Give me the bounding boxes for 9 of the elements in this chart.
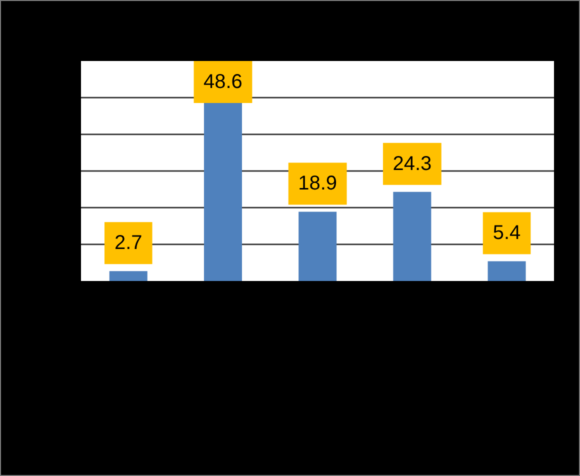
bar <box>393 192 432 281</box>
data-label: 18.9 <box>298 172 338 195</box>
bar <box>298 212 337 281</box>
data-label: 24.3 <box>392 152 432 175</box>
data-label: 48.6 <box>204 71 242 93</box>
bar <box>488 261 526 281</box>
data-label: 5.4 <box>492 222 521 244</box>
data-label: 2.7 <box>114 232 142 254</box>
bar <box>109 271 148 281</box>
